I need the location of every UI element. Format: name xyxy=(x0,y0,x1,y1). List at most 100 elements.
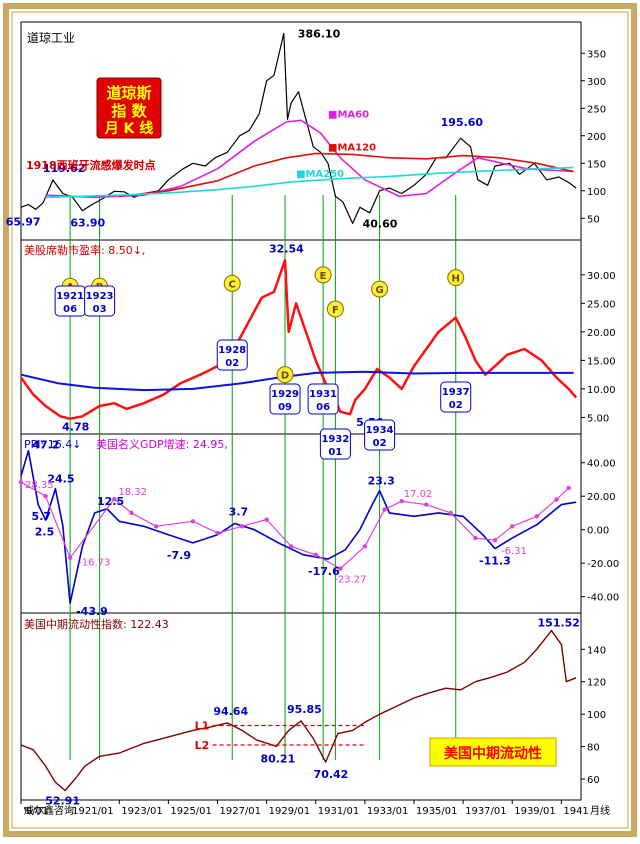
x-tick-label: 1937/01 xyxy=(465,806,507,817)
gdp-point xyxy=(239,524,245,529)
liquidity-tag: 美国中期流动性 xyxy=(429,737,557,767)
liquidity-value-label: 95.85 xyxy=(287,703,322,716)
outer-frame xyxy=(3,3,637,837)
date-box-month: 09 xyxy=(278,402,292,413)
event-circle-letter: C xyxy=(229,279,236,290)
y-tick-label: 80 xyxy=(587,743,600,754)
series-layer xyxy=(18,32,578,792)
ppi-value-label: 47.2 xyxy=(32,439,59,452)
level-line-label: L2 xyxy=(195,739,210,752)
y-tick-label: 20.00 xyxy=(587,328,616,339)
x-tick-label: 1935/01 xyxy=(416,806,458,817)
x-tick-label: '9/01 xyxy=(23,806,48,817)
gdp-point xyxy=(362,544,368,549)
liquidity-value-label: 70.42 xyxy=(314,768,349,781)
ppi-value-label: 24.5 xyxy=(47,473,74,486)
event-circle-letter: G xyxy=(375,285,383,296)
y-tick-label: 200 xyxy=(587,132,606,143)
date-box-year: 1931 xyxy=(309,389,337,400)
date-box-month: 06 xyxy=(63,304,77,315)
date-box xyxy=(84,285,116,317)
gdp-point xyxy=(448,510,454,516)
date-box-year: 1937 xyxy=(442,387,470,398)
y-tick-label: 25.00 xyxy=(587,299,616,310)
event-circle-letter: F xyxy=(332,305,339,316)
series-line xyxy=(45,166,574,199)
event-circle-letter: E xyxy=(320,271,327,282)
liquidity-value-label: 52.91 xyxy=(45,795,80,808)
event-circle-marker xyxy=(326,300,344,318)
gdp-point xyxy=(492,538,498,543)
gdp-point xyxy=(129,510,134,516)
date-box xyxy=(319,428,351,460)
date-box-month: 06 xyxy=(316,402,330,413)
x-tick-label: 1927/01 xyxy=(219,806,261,817)
gdp-point xyxy=(338,566,343,571)
ppi-value-label: 12.5 xyxy=(97,495,124,508)
gdp-point xyxy=(215,530,220,536)
ppi-value-label: -17.6 xyxy=(308,565,340,578)
badge-line-2: 指 数 xyxy=(111,102,147,120)
y-tick-label: 120 xyxy=(587,678,606,689)
x-tick-label: 1921/01 xyxy=(72,806,114,817)
price-peak-label: 386.10 xyxy=(298,27,341,40)
pe-peak-label: 32.54 xyxy=(269,242,304,255)
gdp-point xyxy=(288,544,294,549)
x-tick-label: 1933/01 xyxy=(367,806,409,817)
series-line xyxy=(20,481,570,570)
event-circle-marker xyxy=(314,266,332,284)
ppi-value-label: 3.7 xyxy=(229,505,249,518)
inner-frame xyxy=(11,11,629,829)
y-tick-label: 20.00 xyxy=(587,492,616,503)
level-line-label: L1 xyxy=(195,720,210,733)
gdp-point xyxy=(153,524,159,529)
x-tick-label: 1941 xyxy=(563,806,588,817)
liquidity-tag-text: 美国中期流动性 xyxy=(444,745,542,762)
ma-label: ■MA250 xyxy=(296,169,344,180)
gdp-point xyxy=(43,494,48,499)
ppi-value-label: -7.9 xyxy=(167,549,191,562)
date-box-year: 1923 xyxy=(86,291,114,302)
event-circle-marker xyxy=(223,274,241,292)
axes-layer: 350 300 250 200 150 100 50 30.00 25.00 20.00 15.00… xyxy=(20,49,619,817)
series-line xyxy=(20,629,577,792)
gdp-value-label: 28.35 xyxy=(25,480,54,491)
event-circle-marker xyxy=(276,366,294,384)
date-box xyxy=(269,383,301,415)
liquidity-value-label: 80.21 xyxy=(260,752,295,765)
watermark: 威尔鑫咨询 xyxy=(24,804,74,817)
gdp-point xyxy=(424,502,429,507)
y-tick-label: -40.00 xyxy=(587,593,619,604)
y-tick-label: 140 xyxy=(587,645,606,656)
liquidity-header: 美国中期流动性指数: 122.43 xyxy=(24,617,169,631)
badge-line-1: 道琼斯 xyxy=(106,84,151,102)
y-tick-label: 350 xyxy=(587,49,606,60)
event-circle-letter: D xyxy=(281,371,289,382)
date-box xyxy=(440,381,472,413)
gdp-point xyxy=(510,524,515,529)
gdp-value-label: -23.27 xyxy=(334,575,366,586)
date-box-month: 01 xyxy=(328,447,342,458)
pe-header: 美股席勒市盈率: 8.50↓, xyxy=(24,243,145,257)
y-tick-label: 100 xyxy=(587,187,606,198)
liquidity-value-label: 94.64 xyxy=(213,705,248,718)
gdp-point xyxy=(554,497,559,502)
gdp-value-label: -16.73 xyxy=(78,558,110,569)
gdp-point xyxy=(534,514,539,519)
ppi-value-label: 5.7 xyxy=(32,510,51,523)
flu-annotation: 1918西班牙流感爆发时点 xyxy=(26,158,156,172)
plot-frame xyxy=(20,21,582,801)
gdp-point xyxy=(473,535,478,541)
y-tick-label: 0.00 xyxy=(587,526,609,537)
ppi-value-label: 2.5 xyxy=(35,526,55,539)
x-tick-label: 1931/01 xyxy=(318,806,360,817)
gdp-point xyxy=(264,517,269,522)
dow-jones-badge: 道琼斯 指 数 月 K 线 xyxy=(96,77,162,139)
price-trough-label: 40.60 xyxy=(363,217,398,230)
date-box xyxy=(364,419,396,451)
date-box xyxy=(307,383,339,415)
event-circle-marker xyxy=(371,280,389,298)
series-line xyxy=(45,119,574,199)
